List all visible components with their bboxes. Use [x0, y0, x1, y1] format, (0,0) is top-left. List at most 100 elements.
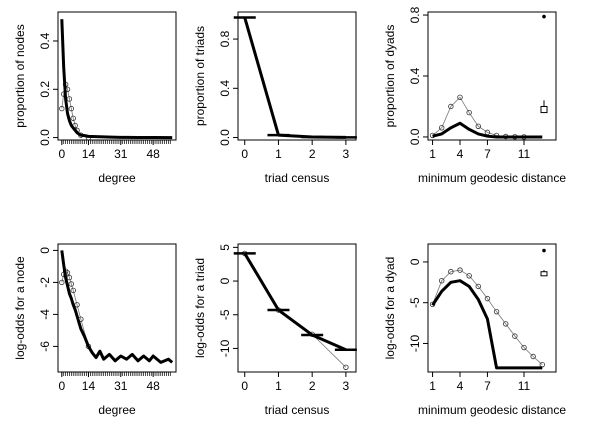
x-tick-label: 1 [275, 147, 282, 161]
x-tick-label: 31 [114, 379, 128, 393]
simulated-point [530, 353, 536, 360]
simulated-point [68, 281, 75, 287]
y-tick-label: 0.4 [408, 67, 422, 84]
y-tick-label: 0.0 [218, 129, 232, 146]
x-tick-label: 2 [309, 147, 316, 161]
y-tick-label: 0 [408, 258, 422, 265]
x-tick-label: 7 [484, 147, 491, 161]
plot-frame [427, 11, 557, 141]
y-tick-label: 0.0 [38, 129, 52, 146]
inf-boxplot [540, 271, 548, 277]
y-tick-label: 0.4 [38, 32, 52, 49]
observed-line [60, 19, 173, 140]
simulated-point [466, 109, 472, 116]
simulated-point [457, 267, 463, 273]
x-tick-label: 4 [457, 379, 464, 393]
simulated-point [493, 308, 500, 315]
x-tick-label: 48 [146, 379, 160, 393]
y-axis-title: proportion of triads [193, 26, 207, 126]
simulated-point [448, 269, 454, 275]
simulated-point [439, 277, 445, 284]
plot-frame [237, 243, 357, 373]
simulated-point [475, 123, 481, 129]
y-tick-label: -2 [38, 277, 52, 288]
panel-2: 0 1 2 3 0.0 0.4 0.8 triad census proportion of t… [193, 11, 357, 185]
x-tick-label: 0 [58, 379, 65, 393]
panel-1: 0 14 31 48 0.0 0.2 0.4 degree proportion of node… [13, 11, 177, 185]
y-tick-label: -5 [408, 297, 422, 308]
panel-4: 0 14 31 48 0 -2 -4 -6 degree log-odds for a node [13, 243, 177, 417]
x-axis-title: triad census [265, 171, 330, 185]
x-tick-label: 14 [82, 147, 96, 161]
observed-inf-point [542, 14, 546, 19]
simulated-point [59, 279, 65, 286]
x-tick-label: 0 [241, 147, 248, 161]
simulated-mean-line [432, 269, 543, 365]
x-tick-label: 4 [457, 147, 464, 161]
simulated-point [68, 105, 75, 112]
x-axis-title: degree [98, 171, 136, 185]
simulated-point [521, 344, 527, 351]
y-axis-title: proportion of dyads [383, 25, 397, 128]
x-tick-label: 11 [518, 379, 531, 393]
simulated-point [457, 94, 463, 101]
y-tick-label: -4 [38, 309, 52, 320]
simulated-point [512, 333, 518, 339]
y-tick-label: 0.4 [218, 80, 232, 97]
simulated-point [466, 273, 472, 279]
y-axis-title: log-odds for a dyad [383, 257, 397, 360]
simulated-point [343, 364, 349, 370]
y-tick-label: 5 [218, 244, 232, 251]
simulated-point [59, 105, 65, 112]
x-tick-label: 1 [429, 147, 436, 161]
simulated-mean-line [244, 253, 347, 368]
y-tick-label: 0.2 [38, 81, 52, 98]
y-tick-label: 0 [218, 277, 232, 284]
observed-line [431, 279, 543, 370]
x-tick-label: 3 [343, 147, 350, 161]
simulated-point [439, 125, 445, 131]
simulated-point [503, 321, 509, 327]
y-axis-title: proportion of nodes [13, 24, 27, 127]
simulated-point [70, 115, 76, 121]
x-tick-label: 11 [518, 147, 531, 161]
simulated-point [70, 287, 76, 294]
x-tick-label: 14 [82, 379, 96, 393]
observed-line [243, 252, 347, 352]
x-tick-label: 1 [429, 379, 436, 393]
observed-line [243, 17, 346, 139]
simulated-point [475, 283, 481, 290]
y-axis-title: log-odds for a triad [193, 258, 207, 358]
y-tick-label: 0.8 [218, 30, 232, 47]
x-axis-title: degree [98, 403, 136, 417]
y-axis-title: log-odds for a node [13, 256, 27, 360]
y-tick-label: -10 [218, 339, 232, 357]
x-tick-label: 7 [484, 379, 491, 393]
x-axis-title: minimum geodesic distance [418, 171, 566, 185]
observed-inf-point [542, 248, 546, 253]
y-tick-label: 0 [38, 247, 52, 254]
panel-6: 1 4 7 11 0 -5 -10 minimum geodesic distance log-… [383, 243, 566, 417]
simulated-point [448, 103, 454, 110]
x-tick-label: 31 [114, 147, 128, 161]
x-tick-label: 2 [309, 379, 316, 393]
x-tick-label: 0 [58, 147, 65, 161]
x-tick-label: 1 [275, 379, 282, 393]
panel-3: 1 4 7 11 0.0 0.4 0.8 minimum geodesic distance p… [383, 6, 566, 185]
plot-frame [427, 243, 557, 373]
y-tick-label: 0.8 [408, 6, 422, 23]
y-tick-label: -5 [218, 309, 232, 320]
y-tick-label: -10 [408, 334, 422, 352]
x-tick-label: 0 [241, 379, 248, 393]
panel-5: 0 1 2 3 5 0 -5 -10 triad census log-odds for a tr… [193, 243, 357, 417]
simulated-point [484, 295, 491, 302]
y-tick-label: 0.0 [408, 128, 422, 145]
inf-boxplot [540, 105, 548, 114]
x-tick-label: 3 [343, 379, 350, 393]
x-axis-title: triad census [265, 403, 330, 417]
plot-frame [57, 11, 177, 141]
plot-frame [237, 11, 357, 141]
x-tick-label: 48 [146, 147, 160, 161]
